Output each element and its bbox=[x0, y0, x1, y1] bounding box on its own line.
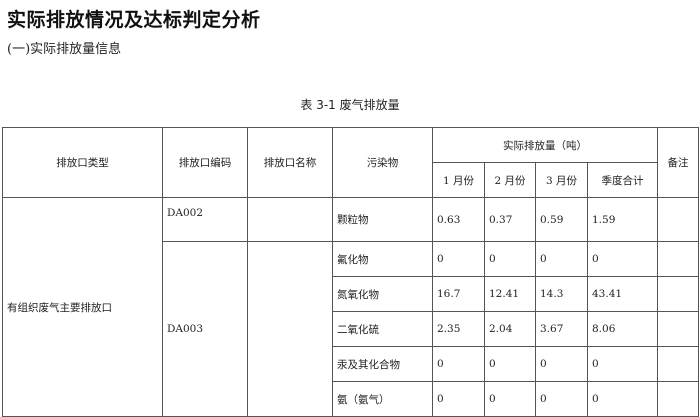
header-remark: 备注 bbox=[657, 127, 699, 198]
m3: 0.59 bbox=[535, 197, 588, 242]
m2: 0 bbox=[484, 241, 536, 277]
m1: 0 bbox=[432, 346, 485, 382]
outlet-type: 有组织废气主要排放口 bbox=[2, 197, 163, 417]
header-m1: 1 月份 bbox=[432, 162, 485, 198]
total: 0 bbox=[587, 241, 658, 277]
remark bbox=[657, 276, 699, 312]
remark bbox=[657, 241, 699, 277]
total: 0 bbox=[587, 346, 658, 382]
m2: 12.41 bbox=[484, 276, 536, 312]
m3: 0 bbox=[535, 241, 588, 277]
m3: 14.3 bbox=[535, 276, 588, 312]
m3: 0 bbox=[535, 346, 588, 382]
outlet-name bbox=[247, 241, 333, 417]
header-m3: 3 月份 bbox=[535, 162, 588, 198]
total: 0 bbox=[587, 381, 658, 417]
header-name: 排放口名称 bbox=[247, 127, 333, 198]
header-total: 季度合计 bbox=[587, 162, 658, 198]
pollutant: 颗粒物 bbox=[332, 197, 433, 242]
subsection-title: (一)实际排放量信息 bbox=[7, 42, 122, 57]
m2: 0.37 bbox=[484, 197, 536, 242]
remark bbox=[657, 381, 699, 417]
m1: 0 bbox=[432, 241, 485, 277]
pollutant: 汞及其化合物 bbox=[332, 346, 433, 382]
table-caption: 表 3-1 废气排放量 bbox=[300, 98, 400, 112]
outlet-name bbox=[247, 197, 333, 242]
pollutant: 氮氧化物 bbox=[332, 276, 433, 312]
remark bbox=[657, 346, 699, 382]
outlet-code: DA002 bbox=[162, 197, 248, 242]
total: 43.41 bbox=[587, 276, 658, 312]
pollutant: 氨（氨气） bbox=[332, 381, 433, 417]
m1: 16.7 bbox=[432, 276, 485, 312]
header-m2: 2 月份 bbox=[484, 162, 536, 198]
m2: 0 bbox=[484, 346, 536, 382]
total: 8.06 bbox=[587, 311, 658, 347]
emission-table: 排放口类型 排放口编码 排放口名称 污染物 实际排放量（吨） 备注 1 月份 2… bbox=[2, 127, 699, 417]
remark bbox=[657, 311, 699, 347]
m3: 0 bbox=[535, 381, 588, 417]
header-actual: 实际排放量（吨） bbox=[432, 127, 658, 163]
table-row: 有组织废气主要排放口 DA002 颗粒物 0.63 0.37 0.59 1.59 bbox=[2, 197, 699, 417]
outlet-code: DA003 bbox=[162, 241, 248, 417]
table-row: 氮氧化物 16.7 12.41 14.3 43.41 bbox=[3, 276, 699, 312]
pollutant: 氟化物 bbox=[332, 241, 433, 277]
m1: 0 bbox=[432, 381, 485, 417]
header-code: 排放口编码 bbox=[162, 127, 248, 198]
m1: 0.63 bbox=[432, 197, 485, 242]
header-pollutant: 污染物 bbox=[332, 127, 433, 198]
m3: 3.67 bbox=[535, 311, 588, 347]
section-title: 实际排放情况及达标判定分析 bbox=[7, 9, 261, 31]
remark bbox=[657, 197, 699, 242]
m1: 2.35 bbox=[432, 311, 485, 347]
pollutant: 二氧化硫 bbox=[332, 311, 433, 347]
header-type: 排放口类型 bbox=[2, 127, 163, 198]
m2: 0 bbox=[484, 381, 536, 417]
total: 1.59 bbox=[587, 197, 658, 242]
m2: 2.04 bbox=[484, 311, 536, 347]
